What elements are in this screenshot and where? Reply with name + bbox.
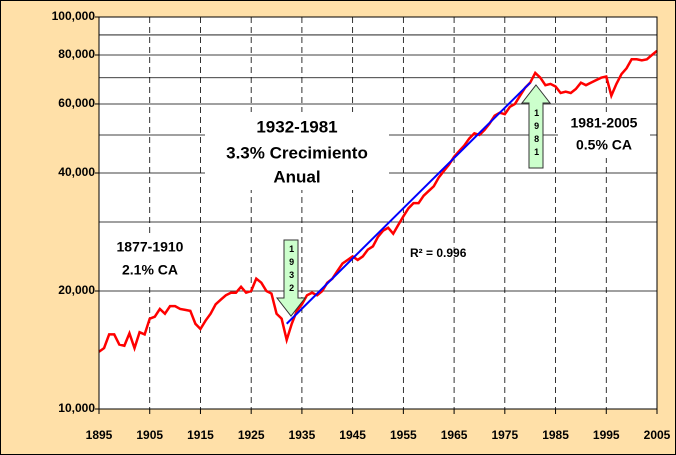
annotations: 1932-1981 3.3% Crecimiento Anual 1877-19…	[108, 84, 650, 317]
x-tick-label: 1905	[136, 428, 163, 442]
x-tick-label: 1915	[187, 428, 214, 442]
x-tick-label: 1965	[441, 428, 468, 442]
x-tick-label: 1895	[86, 428, 113, 442]
trend-line	[285, 81, 531, 325]
r-squared: R² = 0.996	[410, 246, 467, 260]
annotation: 1877-1910	[117, 239, 184, 255]
x-tick-label: 1975	[491, 428, 518, 442]
x-tick-label: 2005	[644, 428, 671, 442]
x-tick-label: 1985	[542, 428, 569, 442]
y-tick-label: 40,000	[58, 165, 95, 179]
annotation: 1981-2005	[571, 115, 638, 131]
x-tick-label: 1995	[593, 428, 620, 442]
x-tick-label: 1925	[238, 428, 265, 442]
annotation-box	[108, 236, 194, 284]
arrow-label: 1981	[532, 108, 542, 160]
plot-area	[99, 17, 657, 409]
y-tick-label: 80,000	[58, 47, 95, 61]
data-line	[98, 49, 658, 353]
x-tick-label: 1955	[390, 428, 417, 442]
annotation: 1932-1981	[256, 117, 337, 136]
annotation: 3.3% Crecimiento	[226, 143, 368, 162]
annotation-box	[205, 112, 389, 190]
annotation: 2.1% CA	[122, 262, 178, 278]
annotation: 0.5% CA	[576, 137, 632, 153]
x-tick-label: 1935	[289, 428, 316, 442]
y-tick-label: 100,000	[52, 9, 96, 23]
arrow-down	[275, 239, 307, 317]
x-tick-label: 1945	[339, 428, 366, 442]
plot-border	[98, 16, 658, 410]
annotation: Anual	[273, 167, 320, 186]
arrow-up	[520, 84, 552, 169]
annotation-box	[558, 112, 650, 158]
arrow-label: 1932	[287, 244, 297, 296]
y-tick-label: 20,000	[58, 283, 95, 297]
y-tick-label: 10,000	[58, 401, 95, 415]
y-tick-label: 60,000	[58, 96, 95, 110]
